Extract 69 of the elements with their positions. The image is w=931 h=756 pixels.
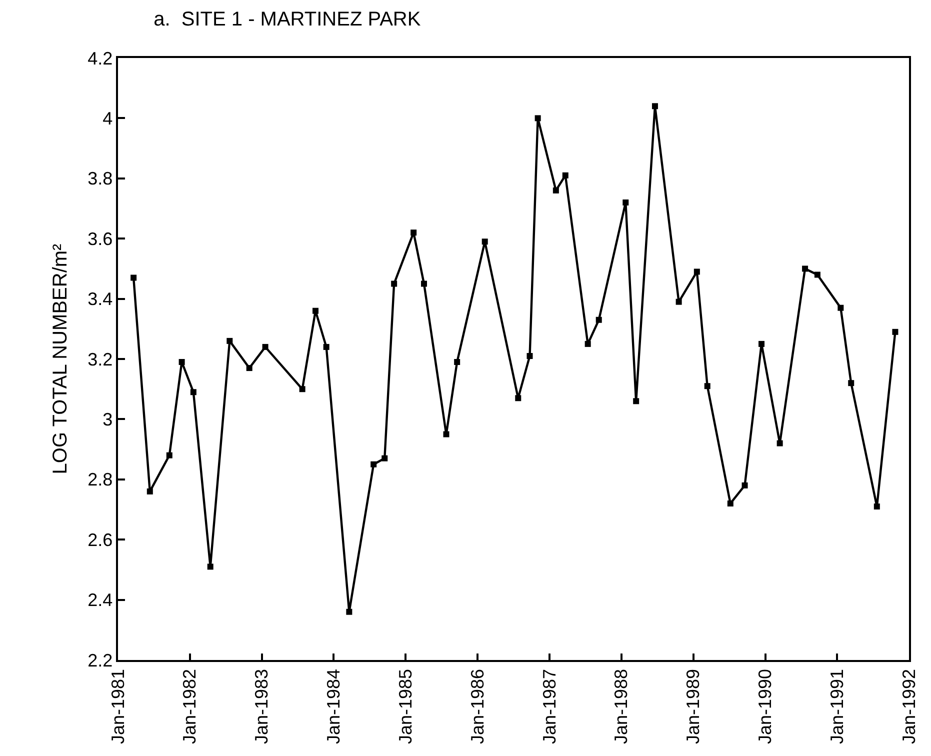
y-tick-label: 3.8 — [88, 168, 113, 189]
point — [382, 455, 388, 462]
x-tick-label: Jan-1983 — [252, 668, 272, 744]
point — [652, 103, 658, 110]
point — [146, 488, 153, 494]
y-tick-label: 2.2 — [88, 650, 113, 670]
point — [130, 274, 137, 281]
point — [892, 328, 898, 335]
point — [802, 266, 808, 272]
point — [814, 272, 820, 278]
point — [454, 359, 460, 366]
point — [742, 482, 748, 488]
y-tick-label: 4 — [102, 108, 113, 128]
y-tick-label: 2.4 — [88, 590, 113, 610]
x-tick-label: Jan-1988 — [611, 668, 632, 744]
point — [391, 280, 398, 287]
x-tick-label: Jan-1990 — [755, 668, 776, 744]
x-tick-label: Jan-1985 — [396, 668, 416, 744]
point — [562, 172, 568, 178]
y-tick-label: 3.4 — [88, 289, 113, 310]
point — [299, 386, 306, 392]
x-tick-label: Jan-1981 — [108, 668, 128, 744]
x-tick-label: Jan-1986 — [467, 668, 488, 744]
point — [676, 298, 682, 305]
point — [226, 338, 233, 344]
point — [346, 608, 352, 615]
point — [246, 365, 252, 372]
chart-title: a. SITE 1 - MARTINEZ PARK — [154, 8, 422, 30]
y-tick-label: 3.2 — [88, 349, 113, 370]
point — [262, 344, 268, 350]
point — [848, 380, 854, 386]
x-tick-label: Jan-1989 — [683, 668, 704, 744]
point — [758, 340, 765, 347]
point — [534, 115, 541, 122]
point — [178, 359, 185, 366]
point — [622, 199, 629, 206]
point — [515, 395, 522, 402]
y-tick-label: 2.8 — [88, 470, 113, 490]
point — [596, 316, 602, 323]
point — [526, 352, 533, 359]
x-tick-label: Jan-1991 — [826, 668, 847, 744]
x-tick-label: Jan-1987 — [539, 668, 560, 744]
point — [874, 503, 880, 510]
point — [166, 452, 172, 458]
point — [633, 398, 640, 404]
point — [694, 268, 700, 275]
point — [323, 344, 330, 350]
point — [370, 461, 377, 468]
x-tick-label: Jan-1992 — [898, 668, 919, 744]
point — [190, 389, 196, 396]
point — [443, 431, 450, 438]
point — [410, 230, 417, 236]
y-tick-label: 2.6 — [88, 530, 113, 550]
y-tick-label: 4.2 — [88, 48, 113, 68]
y-tick-label: 3.6 — [88, 228, 113, 249]
point — [727, 500, 734, 506]
point — [312, 308, 318, 314]
point — [838, 304, 844, 311]
x-tick-label: Jan-1982 — [180, 668, 200, 744]
point — [552, 187, 559, 194]
point — [776, 440, 783, 446]
point — [421, 280, 427, 287]
point — [482, 238, 488, 245]
point — [207, 564, 214, 570]
y-axis-title: LOG TOTAL NUMBER/m² — [50, 243, 72, 474]
y-tick-label: 3 — [102, 410, 113, 430]
point — [704, 383, 710, 390]
point — [584, 340, 591, 347]
x-tick-label: Jan-1984 — [323, 668, 344, 744]
